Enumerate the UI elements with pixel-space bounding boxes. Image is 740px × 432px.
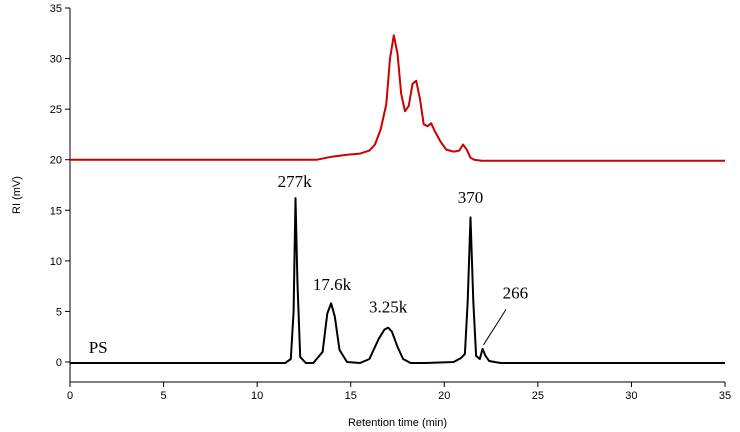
x-tick-label: 0	[67, 390, 73, 402]
x-tick-label: 35	[719, 390, 731, 402]
peak-annotation: 3.25k	[369, 297, 408, 316]
series-line-1	[70, 34, 725, 162]
y-tick-label: 25	[50, 104, 62, 116]
peak-annotation: 266	[503, 283, 529, 302]
annotation-leader-line	[483, 309, 507, 346]
annotations: 277k 17.6k 3.25k 370 266 PS	[89, 172, 528, 357]
peak-annotation: 370	[458, 188, 484, 207]
y-tick-label: 35	[50, 3, 62, 15]
y-tick-label: 15	[50, 205, 62, 217]
y-tick-label: 5	[56, 306, 62, 318]
x-tick-label: 15	[345, 390, 357, 402]
y-tick-label: 0	[56, 357, 62, 369]
peak-annotation: PS	[89, 338, 108, 357]
x-axis-title: Retention time (min)	[348, 417, 447, 429]
peak-annotation: 277k	[278, 172, 313, 191]
x-tick-label: 5	[161, 390, 167, 402]
y-tick-label: 20	[50, 155, 62, 167]
x-tick-label: 30	[625, 390, 637, 402]
x-tick-label: 10	[251, 390, 263, 402]
axes: 0 5 10 15 20 25 30 35 0 5 10 15 20 25 30 35	[50, 3, 731, 402]
y-axis-title: RI (mV)	[11, 176, 23, 214]
y-tick-label: 10	[50, 256, 62, 268]
x-tick-label: 25	[532, 390, 544, 402]
x-tick-label: 20	[438, 390, 450, 402]
peak-annotation: 17.6k	[313, 275, 352, 294]
series-layer	[70, 34, 725, 364]
y-tick-label: 30	[50, 54, 62, 66]
series-line-2	[70, 197, 725, 364]
